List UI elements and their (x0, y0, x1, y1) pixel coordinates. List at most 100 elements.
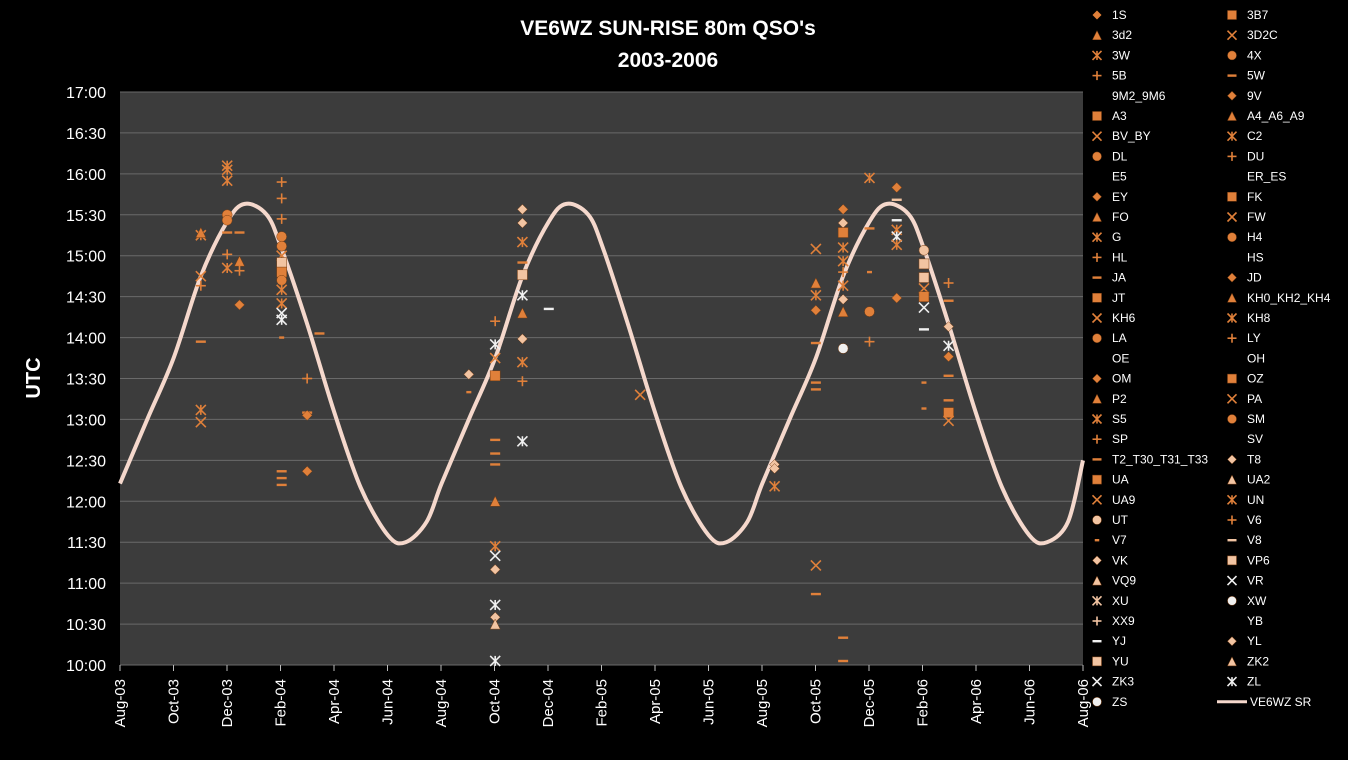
data-point (222, 231, 233, 234)
data-point (837, 241, 849, 254)
legend-entry: OZ (1227, 372, 1264, 386)
legend-entry: JA (1092, 271, 1126, 285)
legend-label: FW (1247, 210, 1266, 224)
data-point (222, 249, 233, 260)
legend-marker (1227, 474, 1237, 485)
legend-marker (1092, 393, 1102, 404)
legend-label: 3B7 (1247, 8, 1269, 22)
data-point (516, 356, 528, 368)
legend-marker (1092, 191, 1102, 202)
legend-marker (1092, 458, 1102, 461)
data-point (837, 227, 849, 238)
data-point (489, 655, 501, 667)
legend-entry: LA (1092, 331, 1127, 345)
data-point (314, 332, 325, 335)
legend-marker (1226, 211, 1238, 223)
y-axis-ticks: 10:00 10:30 11:00 11:30 12:00 12:30 13:00 13:30… (66, 85, 106, 675)
legend-label: UA (1112, 473, 1129, 487)
legend-label: V8 (1247, 533, 1262, 547)
legend-marker (1091, 312, 1103, 324)
legend-label: SM (1247, 412, 1265, 426)
data-point (769, 480, 781, 492)
legend-entry: KH8 (1226, 311, 1271, 325)
legend-label: HL (1112, 250, 1128, 264)
legend-entry: VP6 (1227, 553, 1270, 567)
data-point (943, 399, 954, 402)
legend-label: ZL (1247, 675, 1261, 689)
data-point (276, 314, 288, 326)
data-point (769, 463, 780, 474)
legend-label: BV_BY (1112, 129, 1151, 143)
data-point (864, 336, 875, 347)
data-point (516, 435, 528, 447)
legend-entry: JT (1092, 291, 1126, 305)
legend-marker (1227, 515, 1237, 525)
y-tick-label: 11:30 (67, 535, 106, 552)
legend-entry: 1S (1092, 8, 1127, 22)
legend-entry: OE (1112, 351, 1129, 365)
data-point (918, 291, 930, 302)
legend-label: UN (1247, 493, 1264, 507)
legend-marker (1091, 232, 1103, 243)
legend-label: OZ (1247, 372, 1264, 386)
legend-entry: 9M2_9M6 (1112, 89, 1166, 103)
data-point (543, 307, 554, 311)
legend-label: G (1112, 230, 1121, 244)
data-point (276, 483, 287, 487)
legend-marker (1092, 656, 1102, 667)
legend-entry: 3W (1091, 48, 1131, 62)
data-point (810, 559, 822, 571)
legend-marker (1092, 333, 1102, 343)
legend-entry: E5 (1112, 170, 1127, 184)
legend-marker (1227, 74, 1237, 77)
legend-entry: ZK3 (1091, 675, 1134, 689)
data-point (234, 265, 245, 276)
data-point (276, 193, 287, 204)
legend-marker (1227, 90, 1237, 101)
data-point (221, 164, 233, 176)
y-tick-label: 14:00 (66, 331, 106, 348)
legend-label: P2 (1112, 392, 1127, 406)
data-point (195, 226, 207, 238)
data-point (489, 540, 501, 552)
legend-marker (1091, 413, 1103, 425)
legend-marker (1092, 515, 1102, 525)
data-point (517, 307, 528, 319)
legend-label: SV (1247, 432, 1263, 446)
x-tick-label: Feb-04 (273, 679, 290, 727)
legend-entry: ZS (1092, 695, 1127, 709)
legend-label: S5 (1112, 412, 1127, 426)
legend-label: VQ9 (1112, 574, 1136, 588)
legend-marker (1227, 192, 1237, 202)
legend-label: T8 (1247, 452, 1261, 466)
y-tick-label: 14:30 (66, 290, 106, 307)
legend-marker (1092, 151, 1102, 162)
legend-entry: 3d2 (1092, 28, 1132, 42)
legend-label: ZK3 (1112, 675, 1134, 689)
legend-label: 9V (1247, 89, 1262, 103)
legend-marker (1091, 131, 1103, 142)
legend-marker (1092, 276, 1102, 279)
data-point (943, 299, 954, 302)
legend-entry: XW (1227, 594, 1267, 608)
legend-marker (1227, 110, 1237, 121)
data-point (276, 213, 287, 224)
legend-entry: SP (1092, 432, 1128, 446)
x-tick-label: Dec-05 (861, 679, 878, 727)
legend-label: LA (1112, 331, 1127, 345)
legend-label: EY (1112, 190, 1128, 204)
data-point (866, 270, 872, 274)
legend-entry: 9V (1227, 89, 1262, 103)
data-point (810, 289, 822, 301)
x-tick-label: Apr-06 (968, 679, 985, 724)
data-point (517, 203, 528, 215)
legend-label: 9M2_9M6 (1112, 89, 1166, 103)
data-point (863, 172, 876, 184)
data-point (276, 284, 288, 296)
legend-entry: H4 (1227, 230, 1263, 244)
data-point (837, 294, 849, 305)
data-point (195, 416, 207, 428)
x-tick-label: Aug-04 (433, 679, 450, 727)
legend-label: V7 (1112, 533, 1127, 547)
data-point (301, 409, 313, 421)
